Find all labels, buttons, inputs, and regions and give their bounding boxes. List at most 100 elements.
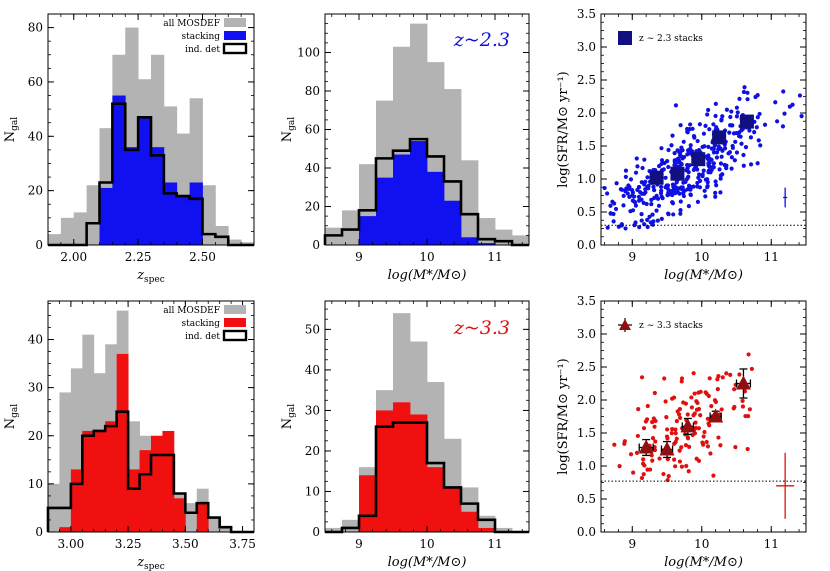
galaxy-point: [641, 457, 646, 462]
bar-stacking: [478, 527, 496, 532]
galaxy-point: [689, 395, 694, 400]
bar-all-mosdef: [208, 517, 221, 532]
y-tick-label: 0: [35, 238, 43, 252]
galaxy-point: [656, 203, 662, 208]
x-tick-label: 2.00: [60, 250, 87, 264]
galaxy-point: [705, 112, 710, 117]
galaxy-point: [621, 203, 626, 208]
galaxy-point: [633, 203, 639, 208]
galaxy-point: [755, 115, 760, 120]
y-tick-label: 20: [28, 184, 43, 198]
galaxy-point: [645, 217, 650, 223]
x-tick-label: 10: [694, 250, 709, 264]
galaxy-point: [678, 211, 683, 216]
galaxy-point: [654, 208, 659, 213]
galaxy-point: [663, 175, 668, 180]
galaxy-point: [748, 135, 754, 140]
galaxy-point: [734, 105, 740, 110]
galaxy-point: [743, 145, 749, 150]
galaxy-point: [706, 144, 711, 149]
galaxy-point: [661, 167, 666, 172]
galaxy-point: [678, 123, 683, 128]
galaxy-point: [673, 189, 678, 194]
bar-stacking: [196, 503, 209, 532]
bar-all-mosdef: [461, 160, 479, 245]
galaxy-point: [719, 118, 724, 123]
galaxy-point: [745, 97, 750, 102]
galaxy-point: [672, 151, 677, 156]
x-tick-label: 9: [355, 250, 363, 264]
galaxy-point: [740, 398, 745, 404]
galaxy-point: [611, 219, 616, 224]
y-tick-label: 1.5: [577, 139, 596, 153]
galaxy-point: [748, 162, 754, 167]
galaxy-point: [614, 181, 619, 186]
galaxy-point: [681, 400, 686, 405]
galaxy-point: [692, 391, 697, 396]
galaxy-point: [696, 175, 701, 180]
bar-stacking: [359, 475, 377, 532]
galaxy-point: [684, 463, 689, 469]
galaxy-point: [780, 124, 786, 129]
x-tick-label: 2.50: [189, 250, 216, 264]
y-tick-label: 60: [28, 75, 43, 89]
galaxy-point: [714, 125, 719, 130]
galaxy-point: [602, 185, 607, 191]
galaxy-point: [634, 156, 639, 161]
galaxy-point: [701, 131, 707, 136]
stack-square-marker: [649, 170, 664, 185]
bar-all-mosdef: [228, 239, 242, 245]
galaxy-point: [612, 201, 617, 206]
galaxy-point: [716, 435, 721, 440]
bar-stacking: [461, 511, 479, 532]
bar-all-mosdef: [70, 368, 83, 532]
galaxy-point: [687, 151, 692, 156]
x-axis-label: log(M*/M⊙): [388, 268, 467, 283]
galaxy-point: [659, 146, 664, 151]
y-axis-label-sub: gal: [10, 117, 20, 131]
bar-stacking: [163, 182, 178, 245]
galaxy-point: [741, 152, 746, 158]
y-axis-label-sub: gal: [287, 404, 297, 418]
galaxy-point: [632, 200, 638, 205]
bar-stacking: [82, 430, 95, 532]
annotation-z33: z~3.3: [453, 317, 510, 339]
bar-all-mosdef: [342, 210, 360, 245]
galaxy-point: [679, 464, 685, 469]
galaxy-point: [621, 193, 626, 198]
galaxy-point: [662, 376, 667, 381]
galaxy-point: [652, 188, 657, 193]
galaxy-point: [686, 204, 692, 209]
galaxy-point: [696, 426, 701, 431]
y-axis-label: log(SFR/M⊙ yr⁻¹): [556, 71, 571, 188]
y-tick-label: 10: [28, 477, 43, 491]
bar-stacking: [376, 177, 394, 245]
galaxy-point: [679, 145, 684, 150]
galaxy-point: [665, 436, 670, 441]
galaxy-point: [649, 453, 654, 458]
x-axis-label-main: log(M*/M⊙): [664, 555, 743, 570]
galaxy-point: [679, 445, 684, 450]
galaxy-point: [730, 143, 735, 149]
galaxy-point: [673, 464, 678, 469]
y-tick-label: 2.5: [577, 360, 596, 374]
galaxy-point: [714, 150, 720, 155]
galaxy-point: [605, 191, 610, 196]
stack-square-marker: [739, 114, 754, 129]
legend-label: all MOSDEF: [163, 306, 220, 316]
galaxy-point: [702, 429, 707, 435]
y-tick-label: 50: [305, 322, 320, 336]
galaxy-point: [678, 199, 683, 204]
galaxy-point: [628, 177, 634, 182]
galaxy-point: [672, 457, 677, 462]
bar-stacking: [444, 487, 462, 532]
galaxy-point: [664, 414, 669, 420]
stack-triangle-marker: [638, 439, 654, 454]
galaxy-point: [696, 148, 702, 153]
bar-stacking: [359, 216, 377, 245]
legend-label: stacking: [181, 32, 220, 42]
galaxy-point: [737, 130, 742, 135]
bar-stacking: [376, 410, 394, 532]
galaxy-point: [710, 165, 715, 170]
